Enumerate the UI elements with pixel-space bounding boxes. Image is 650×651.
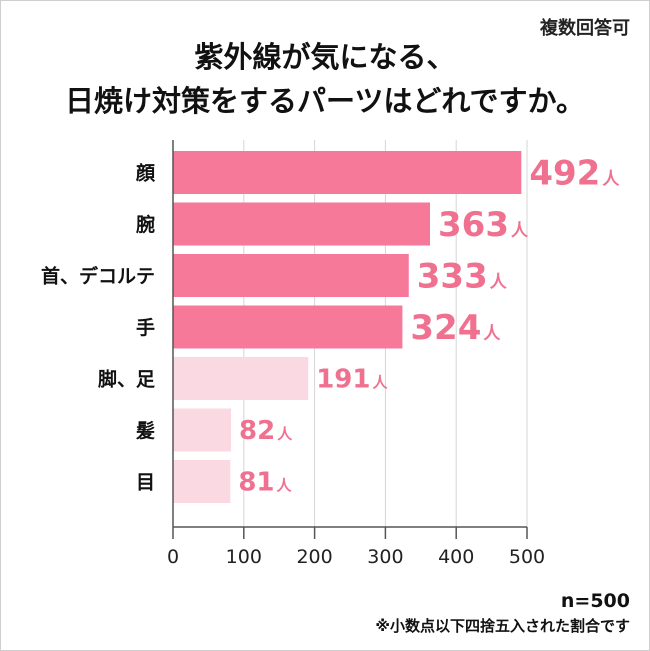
value-unit-0: 人 [602, 170, 620, 190]
value-label-2: 333 人 [417, 257, 508, 297]
bar-6 [173, 460, 231, 503]
value-number-6: 81 [238, 468, 274, 498]
rounding-footnote: ※小数点以下四捨五入された割合です [375, 617, 630, 635]
bar-2 [173, 254, 409, 297]
value-label-4: 191 人 [316, 365, 388, 395]
value-label-3: 324 人 [410, 308, 501, 348]
x-tick-label-300: 300 [367, 546, 403, 568]
value-unit-4: 人 [373, 374, 389, 392]
value-number-0: 492 [529, 154, 600, 194]
chart-title-line-1: 紫外線が気になる、 [194, 40, 456, 74]
value-number-3: 324 [410, 308, 481, 348]
chart-title-line-2: 日焼け対策をするパーツはどれですか。 [65, 84, 585, 118]
category-label-5: 髪 [135, 420, 155, 442]
x-tick-label-400: 400 [438, 546, 474, 568]
value-number-5: 82 [239, 416, 275, 446]
value-unit-1: 人 [511, 221, 529, 241]
value-label-1: 363 人 [438, 205, 529, 245]
category-label-3: 手 [136, 316, 155, 339]
category-label-6: 目 [136, 472, 155, 494]
value-label-5: 82 人 [239, 416, 293, 446]
value-label-6: 81 人 [238, 468, 292, 498]
x-tick-label-200: 200 [296, 546, 332, 568]
value-number-4: 191 [316, 365, 370, 395]
category-label-4: 脚、足 [98, 369, 156, 391]
value-unit-3: 人 [483, 324, 501, 344]
category-label-2: 首、デコルテ [41, 265, 155, 288]
value-number-2: 333 [417, 257, 488, 297]
value-number-1: 363 [438, 205, 509, 245]
bar-0 [173, 151, 522, 194]
value-unit-6: 人 [277, 477, 293, 495]
value-label-0: 492 人 [529, 154, 620, 194]
bar-5 [173, 408, 232, 452]
bar-3 [173, 305, 403, 349]
value-unit-5: 人 [277, 425, 293, 443]
x-tick-label-0: 0 [167, 546, 179, 568]
category-label-0: 顔 [135, 162, 156, 185]
category-label-1: 腕 [135, 213, 155, 236]
bar-1 [173, 202, 431, 246]
bar-4 [173, 357, 309, 400]
x-tick-label-100: 100 [226, 546, 262, 568]
multiple-answer-note: 複数回答可 [540, 18, 630, 39]
x-tick-label-500: 500 [509, 546, 545, 568]
sample-size-label: n=500 [560, 590, 630, 612]
value-unit-2: 人 [490, 273, 508, 293]
